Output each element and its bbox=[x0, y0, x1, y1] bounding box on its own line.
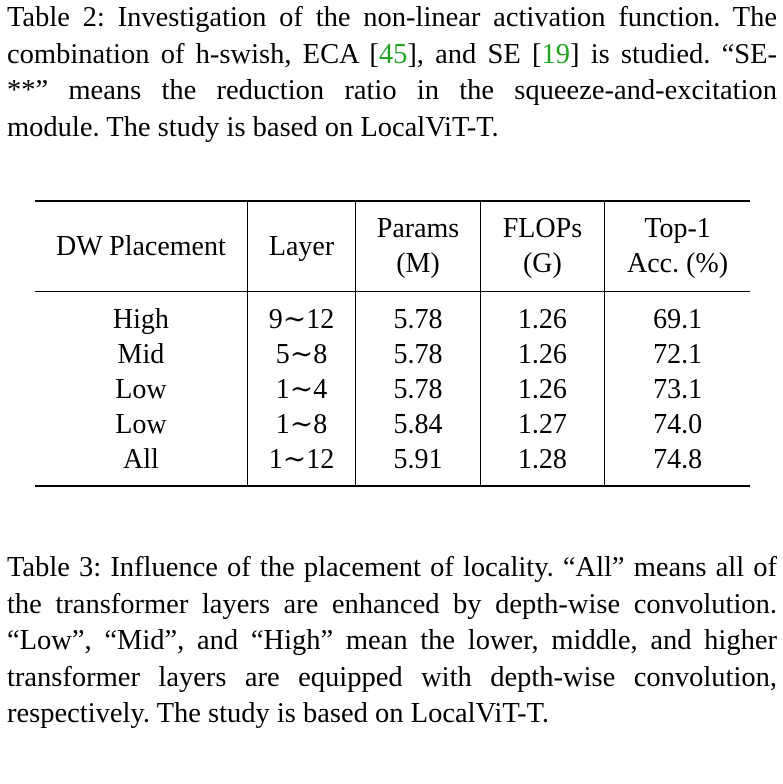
cell-top1-acc: 74.0 bbox=[653, 409, 703, 440]
cell-top1-acc: 69.1 bbox=[653, 304, 703, 335]
cell-top1-acc: 72.1 bbox=[653, 339, 703, 370]
cell-placement: Mid bbox=[35, 337, 248, 372]
cell-top1-acc: 74.8 bbox=[653, 444, 703, 475]
cell-layer: 5∼8 bbox=[247, 337, 357, 372]
table-2-caption-prefix: Table 2: Investigation of the non-linear… bbox=[7, 2, 777, 70]
table-row: Low 1∼4 5.78 1.26 73.1 bbox=[35, 372, 750, 407]
table-2-caption: Table 2: Investigation of the non-linear… bbox=[7, 0, 777, 146]
table-row: All 1∼12 5.91 1.28 74.8 bbox=[35, 442, 750, 486]
cell-placement: High bbox=[35, 291, 248, 337]
cell-flops: 1.26 bbox=[480, 337, 606, 372]
cell-params: 5.78 bbox=[355, 372, 481, 407]
table-row: High 9∼12 5.78 1.26 69.1 bbox=[35, 291, 750, 337]
cell-top1-acc: 73.1 bbox=[653, 374, 703, 405]
cell-params: 5.84 bbox=[355, 407, 481, 442]
cell-flops: 1.28 bbox=[480, 442, 606, 486]
header-flops: FLOPs (G) bbox=[480, 201, 606, 292]
cell-layer: 1∼4 bbox=[247, 372, 357, 407]
cell-flops: 1.26 bbox=[480, 291, 606, 337]
citation-link-45[interactable]: 45 bbox=[378, 38, 408, 70]
dw-placement-table: DW Placement Layer Params (M) FLOPs (G) To… bbox=[35, 200, 750, 487]
cell-params: 5.91 bbox=[355, 442, 481, 486]
cell-layer: 9∼12 bbox=[247, 291, 357, 337]
cell-flops: 1.27 bbox=[480, 407, 606, 442]
cell-placement: Low bbox=[35, 407, 248, 442]
cell-placement: All bbox=[35, 442, 248, 486]
cell-params: 5.78 bbox=[355, 291, 481, 337]
header-top1-acc: Top-1 Acc. (%) bbox=[627, 213, 729, 279]
table-row: Mid 5∼8 5.78 1.26 72.1 bbox=[35, 337, 750, 372]
cell-flops: 1.26 bbox=[480, 372, 606, 407]
citation-link-19[interactable]: 19 bbox=[541, 38, 570, 70]
table-2-caption-suffix: ] is studied. “SE-**” means the reductio… bbox=[7, 38, 777, 143]
table-header-row: DW Placement Layer Params (M) FLOPs (G) To… bbox=[35, 201, 750, 292]
header-params: Params (M) bbox=[355, 201, 481, 292]
cell-placement: Low bbox=[35, 372, 248, 407]
table-3-container: DW Placement Layer Params (M) FLOPs (G) To… bbox=[35, 200, 750, 487]
table-3-caption: Table 3: Influence of the placement of l… bbox=[7, 552, 777, 729]
header-dw-placement: DW Placement bbox=[35, 201, 248, 292]
cell-layer: 1∼12 bbox=[247, 442, 357, 486]
cell-params: 5.78 bbox=[355, 337, 481, 372]
header-layer: Layer bbox=[247, 201, 357, 292]
table-row: Low 1∼8 5.84 1.27 74.0 bbox=[35, 407, 750, 442]
cell-layer: 1∼8 bbox=[247, 407, 357, 442]
table-2-caption-mid: ], and SE [ bbox=[407, 38, 542, 70]
